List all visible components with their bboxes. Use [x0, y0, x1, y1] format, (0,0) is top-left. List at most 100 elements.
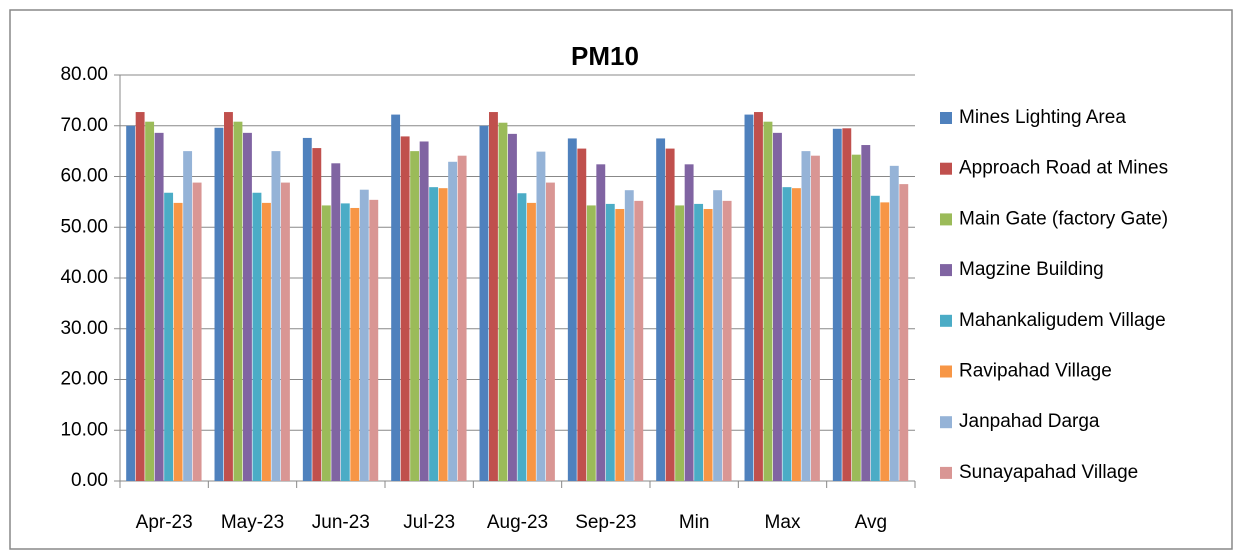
bar	[173, 202, 183, 481]
bar	[252, 192, 262, 482]
bar	[429, 187, 439, 481]
bar	[694, 203, 704, 481]
bar	[135, 112, 145, 482]
legend-label: Magzine Building	[959, 259, 1104, 280]
legend-label: Mines Lighting Area	[959, 107, 1126, 128]
bar	[722, 200, 732, 482]
x-tick-label: Aug-23	[487, 512, 548, 533]
bar	[526, 202, 536, 481]
y-tick-label: 40.00	[60, 267, 108, 288]
bar	[536, 151, 546, 481]
bar	[773, 132, 782, 482]
bar	[438, 188, 448, 482]
legend-label: Sunayapahad Village	[959, 462, 1138, 483]
y-tick-label: 10.00	[60, 419, 108, 440]
bar	[243, 132, 252, 482]
legend-swatch	[940, 264, 952, 277]
legend-swatch	[940, 162, 952, 175]
bar	[154, 132, 164, 482]
bar	[675, 205, 685, 482]
legend-swatch	[940, 213, 952, 226]
bar	[214, 127, 224, 481]
bar	[545, 182, 555, 481]
bar	[577, 148, 587, 481]
bar	[596, 164, 606, 481]
legend-swatch	[940, 416, 952, 429]
legend-label: Approach Road at Mines	[959, 158, 1168, 179]
bar	[517, 193, 527, 481]
bar	[331, 163, 341, 481]
bar	[744, 114, 754, 482]
bar	[567, 138, 577, 481]
x-tick-label: May-23	[221, 512, 284, 533]
bar	[261, 202, 271, 481]
bar	[861, 145, 871, 481]
bar	[192, 182, 202, 481]
x-tick-label: Avg	[855, 512, 887, 533]
y-tick-label: 60.00	[60, 166, 108, 187]
bar	[791, 188, 801, 482]
x-tick-label: Max	[765, 512, 801, 533]
bar	[656, 138, 666, 481]
chart-title: PM10	[571, 41, 639, 71]
bar	[508, 133, 517, 481]
bar	[498, 122, 508, 481]
bar	[359, 189, 369, 481]
bar	[810, 155, 820, 481]
bar	[842, 128, 852, 481]
bar	[684, 164, 694, 481]
bar	[302, 137, 312, 481]
legend-label: Mahankaligudem Village	[959, 310, 1166, 331]
x-tick-label: Min	[679, 512, 710, 533]
y-tick-label: 80.00	[60, 64, 108, 85]
bar	[321, 205, 331, 482]
y-tick-label: 70.00	[60, 115, 108, 136]
bar	[782, 187, 792, 481]
legend-swatch	[940, 314, 952, 327]
y-tick-label: 30.00	[60, 318, 108, 339]
bar	[605, 203, 615, 481]
x-tick-label: Jun-23	[312, 512, 370, 533]
legend-swatch	[940, 365, 952, 378]
bar	[586, 205, 596, 482]
bar	[624, 190, 634, 481]
legend-label: Main Gate (factory Gate)	[959, 208, 1168, 229]
bar	[615, 208, 625, 482]
bar	[271, 151, 281, 481]
bar	[457, 155, 467, 481]
bar	[665, 148, 675, 481]
bar	[126, 125, 136, 481]
bar	[350, 207, 360, 481]
bar	[832, 128, 842, 482]
legend-label: Ravipahad Village	[959, 361, 1112, 382]
legend-swatch	[940, 466, 952, 479]
bar	[754, 112, 763, 482]
bar	[801, 151, 811, 481]
bar	[224, 112, 233, 482]
bar	[713, 190, 723, 481]
bar	[400, 136, 410, 481]
bar	[233, 121, 243, 481]
y-tick-label: 50.00	[60, 216, 108, 237]
bar	[145, 121, 155, 481]
bar	[851, 154, 861, 482]
bar	[340, 203, 350, 481]
bar	[448, 161, 458, 481]
y-tick-label: 20.00	[60, 369, 108, 390]
bar	[889, 165, 899, 481]
bar	[870, 195, 880, 481]
bar	[391, 114, 401, 482]
legend-swatch	[940, 112, 952, 124]
bar	[880, 202, 890, 481]
bar	[410, 151, 420, 481]
bar	[899, 184, 909, 482]
y-tick-label: 0.00	[71, 470, 108, 491]
bar	[280, 182, 290, 481]
bar	[634, 200, 644, 482]
x-tick-label: Jul-23	[403, 512, 455, 533]
bar	[164, 192, 174, 482]
x-tick-label: Apr-23	[136, 512, 193, 533]
bar	[489, 112, 498, 482]
bar	[419, 141, 429, 482]
